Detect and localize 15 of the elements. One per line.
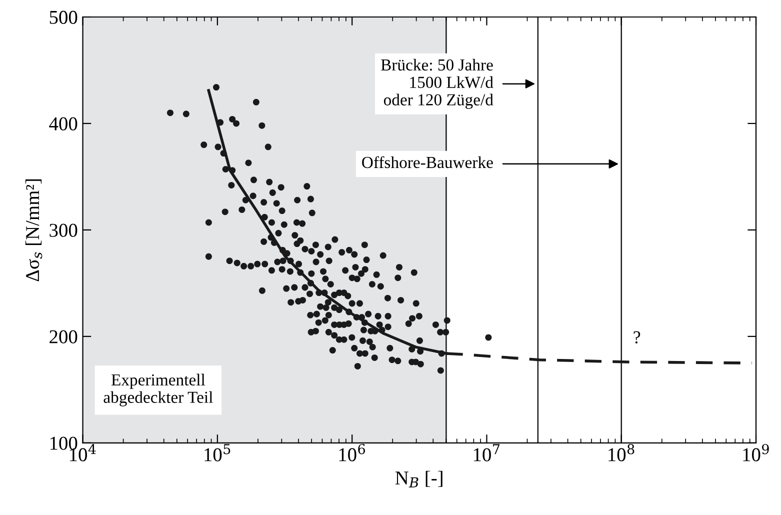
x-tick-label: 10$^{5}$ bbox=[204, 444, 230, 462]
x-axis-title: N$_{B}$ [-] bbox=[395, 470, 442, 488]
band-label: Experimentell abgedeckter Teil bbox=[104, 374, 213, 406]
annotation: ? bbox=[634, 331, 640, 344]
x-tick-label: 10$^{9}$ bbox=[743, 444, 769, 462]
annotation: Brücke: 50 Jahre 1500 LkW/d oder 120 Züge/d bbox=[381, 58, 494, 109]
annotation: Offshore-Bauwerke bbox=[362, 156, 493, 168]
x-tick-label: 10$^{6}$ bbox=[339, 444, 366, 462]
y-tick-label: 200 bbox=[50, 330, 78, 344]
y-axis-title: Δσ$_{s}$ [N/mm²] bbox=[25, 179, 42, 282]
y-tick-label: 500 bbox=[50, 10, 78, 24]
y-tick-label: 400 bbox=[49, 117, 78, 130]
x-tick-label: 10$^{8}$ bbox=[608, 444, 634, 462]
y-tick-label: 300 bbox=[50, 224, 78, 237]
x-tick-label: 10$^{7}$ bbox=[474, 444, 500, 462]
